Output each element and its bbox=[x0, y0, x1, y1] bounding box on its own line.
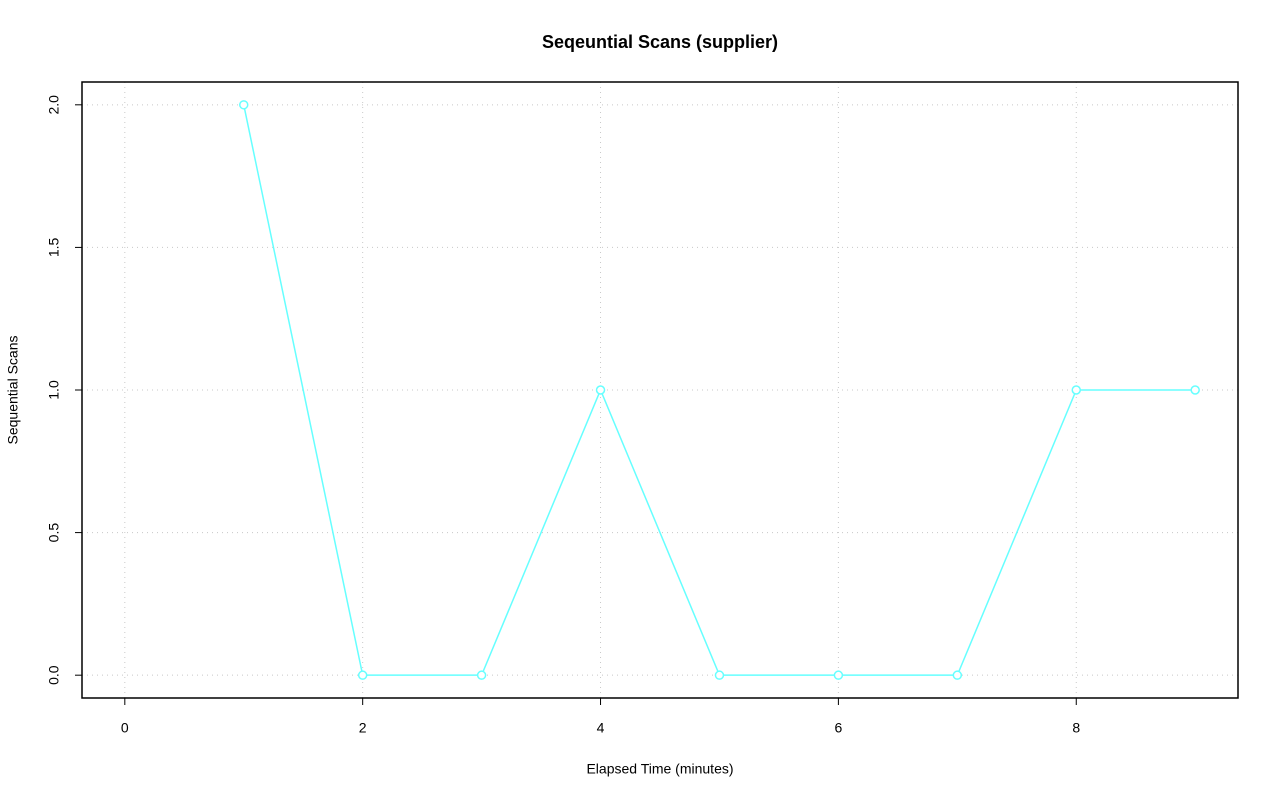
data-point bbox=[357, 670, 368, 680]
x-tick-label: 4 bbox=[597, 720, 605, 736]
y-tick-label: 2.0 bbox=[46, 95, 62, 115]
y-tick-label: 0.5 bbox=[46, 523, 62, 543]
data-point bbox=[476, 670, 487, 680]
data-point bbox=[833, 670, 844, 680]
data-point bbox=[952, 670, 963, 680]
y-tick-label: 1.5 bbox=[46, 237, 62, 257]
x-axis-label: Elapsed Time (minutes) bbox=[586, 761, 733, 777]
y-axis-label: Sequential Scans bbox=[5, 336, 21, 445]
data-point bbox=[238, 100, 249, 110]
data-point bbox=[714, 670, 725, 680]
x-tick-label: 6 bbox=[834, 720, 842, 736]
data-point bbox=[1071, 385, 1082, 395]
x-tick-label: 8 bbox=[1072, 720, 1080, 736]
data-point bbox=[1190, 385, 1200, 395]
y-tick-label: 0.0 bbox=[46, 665, 62, 685]
y-tick-label: 1.0 bbox=[46, 380, 62, 400]
x-tick-label: 2 bbox=[359, 720, 367, 736]
chart-title: Seqeuntial Scans (supplier) bbox=[542, 32, 778, 52]
x-tick-label: 0 bbox=[121, 720, 129, 736]
data-point bbox=[595, 385, 606, 395]
plot-frame bbox=[81, 81, 1239, 699]
